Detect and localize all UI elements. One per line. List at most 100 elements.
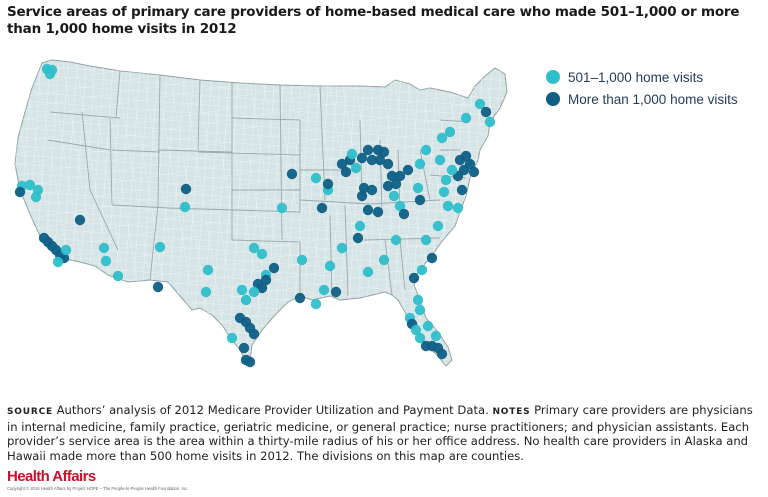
service-area-dot-501-1000 bbox=[442, 200, 454, 212]
legend-label: 501–1,000 home visits bbox=[568, 69, 704, 85]
brand-name: Health Affairs bbox=[7, 468, 96, 485]
brand-copyright: Copyright © 2016 Health Affairs by Proje… bbox=[7, 486, 189, 491]
service-area-dot-501-1000 bbox=[100, 255, 112, 267]
service-area-dot-501-1000 bbox=[436, 132, 448, 144]
service-area-dot-501-1000 bbox=[412, 294, 424, 306]
service-area-dot-over-1000 bbox=[378, 146, 390, 158]
health-affairs-logo: Health Affairs Copyright © 2016 Health A… bbox=[7, 468, 188, 491]
service-area-dot-over-1000 bbox=[152, 281, 164, 293]
service-area-dot-501-1000 bbox=[179, 201, 191, 213]
service-area-dot-over-1000 bbox=[372, 206, 384, 218]
service-area-dot-501-1000 bbox=[200, 286, 212, 298]
service-area-dot-over-1000 bbox=[382, 158, 394, 170]
service-area-dot-over-1000 bbox=[336, 158, 348, 170]
service-area-dot-over-1000 bbox=[38, 232, 50, 244]
service-area-dot-over-1000 bbox=[14, 186, 26, 198]
source-label: Source bbox=[7, 407, 53, 417]
service-area-dot-over-1000 bbox=[286, 168, 298, 180]
service-area-dot-over-1000 bbox=[390, 178, 402, 190]
service-area-dot-501-1000 bbox=[394, 200, 406, 212]
service-area-dot-501-1000 bbox=[112, 270, 124, 282]
service-area-dot-over-1000 bbox=[402, 164, 414, 176]
service-area-dot-501-1000 bbox=[420, 234, 432, 246]
legend-item-dark: More than 1,000 home visits bbox=[546, 88, 738, 110]
service-area-dot-501-1000 bbox=[388, 190, 400, 202]
service-area-dot-501-1000 bbox=[432, 220, 444, 232]
service-area-dot-501-1000 bbox=[484, 116, 496, 128]
service-area-dot-501-1000 bbox=[416, 264, 428, 276]
service-area-dot-over-1000 bbox=[456, 184, 468, 196]
service-area-dot-501-1000 bbox=[440, 174, 452, 186]
service-area-dot-501-1000 bbox=[248, 242, 260, 254]
service-area-dot-501-1000 bbox=[248, 286, 260, 298]
service-area-dot-501-1000 bbox=[60, 244, 72, 256]
service-area-dot-over-1000 bbox=[382, 180, 394, 192]
service-area-dots bbox=[14, 63, 496, 368]
service-area-dot-over-1000 bbox=[408, 272, 420, 284]
service-area-dot-over-1000 bbox=[322, 178, 334, 190]
service-area-dot-over-1000 bbox=[394, 170, 406, 182]
service-area-dot-501-1000 bbox=[324, 260, 336, 272]
service-area-dot-501-1000 bbox=[310, 172, 322, 184]
service-area-dot-501-1000 bbox=[444, 126, 456, 138]
service-area-dot-501-1000 bbox=[346, 148, 358, 160]
service-area-dot-501-1000 bbox=[434, 154, 446, 166]
service-area-dot-501-1000 bbox=[318, 284, 330, 296]
service-area-dot-over-1000 bbox=[316, 202, 328, 214]
service-area-dot-501-1000 bbox=[154, 241, 166, 253]
service-area-dot-over-1000 bbox=[248, 328, 260, 340]
service-area-dot-501-1000 bbox=[414, 332, 426, 344]
service-area-dot-over-1000 bbox=[398, 208, 410, 220]
notes-label: Notes bbox=[492, 407, 531, 417]
service-area-dot-501-1000 bbox=[362, 266, 374, 278]
service-area-dot-over-1000 bbox=[244, 356, 256, 368]
service-area-dot-over-1000 bbox=[468, 166, 480, 178]
service-area-dot-over-1000 bbox=[180, 183, 192, 195]
service-area-dot-over-1000 bbox=[386, 170, 398, 182]
map-title: Service areas of primary care providers … bbox=[7, 4, 740, 37]
service-area-dot-501-1000 bbox=[410, 324, 422, 336]
service-area-dot-over-1000 bbox=[436, 348, 448, 360]
service-area-dot-501-1000 bbox=[202, 264, 214, 276]
service-area-dot-501-1000 bbox=[350, 162, 362, 174]
service-area-dot-over-1000 bbox=[340, 166, 352, 178]
service-area-dot-over-1000 bbox=[260, 274, 272, 286]
map-legend: 501–1,000 home visits More than 1,000 ho… bbox=[546, 66, 738, 110]
service-area-dot-over-1000 bbox=[362, 204, 374, 216]
service-area-dot-501-1000 bbox=[412, 182, 424, 194]
service-area-dot-501-1000 bbox=[452, 202, 464, 214]
service-area-dot-501-1000 bbox=[24, 179, 36, 191]
service-area-dot-501-1000 bbox=[430, 330, 442, 342]
light-dot-icon bbox=[546, 70, 560, 84]
service-area-dot-501-1000 bbox=[310, 298, 322, 310]
service-area-dot-over-1000 bbox=[374, 154, 386, 166]
service-area-dot-501-1000 bbox=[236, 284, 248, 296]
service-area-dot-over-1000 bbox=[268, 262, 280, 274]
service-area-dot-501-1000 bbox=[52, 256, 64, 268]
dark-dot-icon bbox=[546, 92, 560, 106]
service-area-dot-501-1000 bbox=[30, 191, 42, 203]
source-notes: Source Authors’ analysis of 2012 Medicar… bbox=[7, 403, 759, 463]
service-area-dot-over-1000 bbox=[352, 232, 364, 244]
service-area-dot-501-1000 bbox=[460, 112, 472, 124]
service-area-dot-501-1000 bbox=[420, 144, 432, 156]
service-area-dot-over-1000 bbox=[460, 150, 472, 162]
service-area-dot-over-1000 bbox=[356, 152, 368, 164]
service-area-dot-over-1000 bbox=[74, 214, 86, 226]
service-area-dot-501-1000 bbox=[378, 254, 390, 266]
service-area-dot-over-1000 bbox=[366, 154, 378, 166]
service-area-dot-501-1000 bbox=[226, 332, 238, 344]
source-text: Authors’ analysis of 2012 Medicare Provi… bbox=[56, 403, 489, 417]
service-area-dot-501-1000 bbox=[41, 63, 53, 75]
service-area-dot-501-1000 bbox=[446, 164, 458, 176]
service-area-dot-over-1000 bbox=[294, 292, 306, 304]
service-area-dot-over-1000 bbox=[426, 252, 438, 264]
service-area-dot-over-1000 bbox=[414, 194, 426, 206]
service-area-dot-over-1000 bbox=[356, 190, 368, 202]
service-area-dot-over-1000 bbox=[238, 342, 250, 354]
service-area-dot-501-1000 bbox=[256, 248, 268, 260]
service-area-dot-501-1000 bbox=[474, 98, 486, 110]
service-area-dot-501-1000 bbox=[438, 186, 450, 198]
service-area-dot-501-1000 bbox=[354, 220, 366, 232]
service-area-dot-over-1000 bbox=[480, 106, 492, 118]
